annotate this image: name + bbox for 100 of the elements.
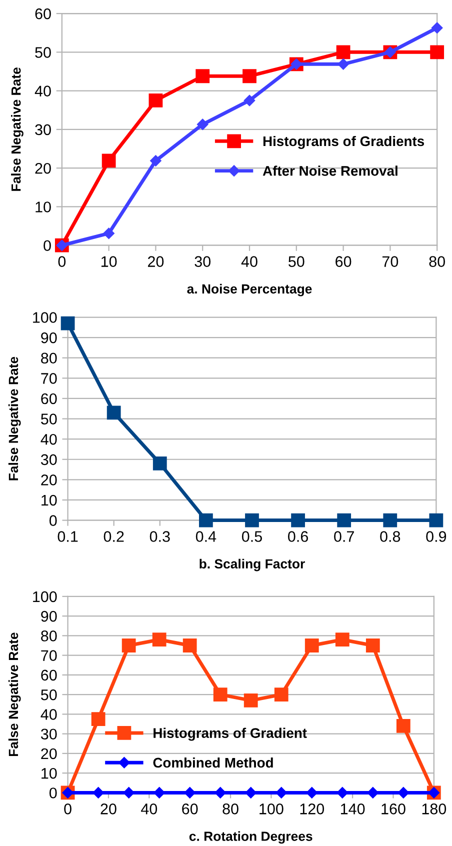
point (276, 787, 287, 798)
point (430, 45, 444, 60)
x-tick-label: 70 (382, 256, 398, 267)
point (335, 632, 350, 647)
point (244, 94, 256, 106)
y-tick-label: 30 (40, 454, 57, 466)
x-tick-label: 50 (288, 256, 304, 267)
y-axis-title: False Negative Rate (11, 68, 24, 191)
x-tick-label: 80 (222, 804, 238, 814)
legend-label: Histograms of Gradients (263, 136, 424, 149)
legend-label: Histograms of Gradient (154, 728, 307, 741)
x-tick-label: 10 (101, 256, 117, 267)
point (383, 513, 398, 528)
point (245, 513, 259, 528)
x-tick-label: 120 (300, 804, 324, 814)
x-tick-label: 0 (58, 256, 66, 267)
y-tick-label: 40 (40, 434, 57, 445)
x-tick-label: 20 (100, 804, 116, 814)
y-tick-label: 90 (41, 332, 57, 344)
legend-label: Combined Method (153, 757, 273, 768)
point (197, 118, 208, 130)
point (396, 719, 410, 733)
point (92, 787, 104, 798)
y-tick-label: 10 (36, 202, 51, 212)
y-axis-title: False Negative Rate (8, 356, 21, 480)
point (91, 712, 106, 726)
y-tick-label: 0 (49, 515, 57, 526)
y-tick-label: 20 (35, 162, 51, 174)
point (199, 513, 213, 528)
point (102, 154, 116, 168)
point (336, 45, 350, 60)
x-tick-label: 140 (340, 804, 365, 814)
y-tick-label: 0 (44, 240, 51, 252)
x-axis-title: b. Scaling Factor (200, 558, 305, 572)
y-tick-label: 70 (41, 650, 57, 661)
point (182, 638, 197, 652)
point (154, 787, 165, 798)
y-tick-label: 0 (49, 788, 57, 798)
x-tick-label: 0.2 (104, 531, 124, 542)
y-tick-label: 80 (41, 630, 57, 642)
point (60, 316, 75, 330)
x-axis-title: a. Noise Percentage (187, 284, 312, 296)
y-tick-label: 80 (41, 352, 57, 364)
point (213, 688, 228, 702)
legend-label: After Noise Removal (262, 166, 398, 176)
y-tick-label: 40 (34, 86, 51, 96)
y-tick-label: 10 (42, 768, 57, 779)
point (291, 513, 305, 528)
y-tick-label: 50 (41, 689, 57, 700)
y-tick-label: 100 (33, 312, 57, 323)
x-axis-title: c. Rotation Degrees (189, 831, 312, 844)
x-tick-label: 40 (241, 256, 258, 267)
point (337, 513, 352, 528)
y-tick-label: 20 (41, 474, 57, 486)
point (338, 58, 349, 70)
y-tick-label: 100 (33, 591, 57, 602)
x-tick-label: 0.5 (242, 531, 262, 542)
point (366, 638, 380, 652)
point (123, 787, 134, 798)
point (152, 456, 167, 470)
x-tick-label: 0.1 (58, 531, 78, 542)
y-tick-label: 20 (41, 748, 57, 760)
y-tick-label: 30 (40, 728, 57, 740)
y-tick-label: 60 (41, 670, 57, 681)
y-tick-label: 50 (41, 414, 57, 424)
y-tick-label: 30 (35, 124, 51, 136)
x-tick-label: 0.3 (150, 531, 170, 542)
point (103, 228, 114, 239)
point (184, 787, 196, 798)
y-tick-label: 50 (35, 47, 51, 58)
y-tick-label: 60 (35, 8, 51, 20)
x-tick-label: 180 (422, 804, 446, 814)
x-tick-label: 20 (148, 256, 164, 267)
point (122, 638, 136, 652)
point (274, 688, 288, 702)
x-tick-label: 0.8 (380, 531, 400, 542)
x-tick-label: 60 (182, 804, 198, 814)
point (304, 638, 319, 652)
point (244, 694, 258, 708)
point (242, 69, 256, 84)
x-tick-label: 60 (336, 256, 352, 267)
x-tick-label: 160 (382, 804, 406, 814)
point (106, 406, 121, 420)
point (245, 787, 256, 798)
point (196, 69, 210, 84)
point (431, 22, 443, 34)
x-tick-label: 0.6 (288, 531, 308, 542)
point (336, 787, 348, 798)
x-tick-label: 0.9 (426, 531, 446, 542)
point (429, 513, 444, 528)
point (214, 787, 226, 798)
x-tick-label: 0 (64, 804, 72, 814)
point (148, 94, 163, 108)
point (306, 787, 318, 798)
x-tick-label: 80 (429, 256, 445, 267)
x-tick-label: 0.7 (334, 531, 354, 542)
y-tick-label: 40 (40, 709, 57, 720)
x-tick-label: 100 (260, 804, 284, 814)
y-tick-label: 10 (42, 494, 57, 506)
point (150, 155, 162, 166)
